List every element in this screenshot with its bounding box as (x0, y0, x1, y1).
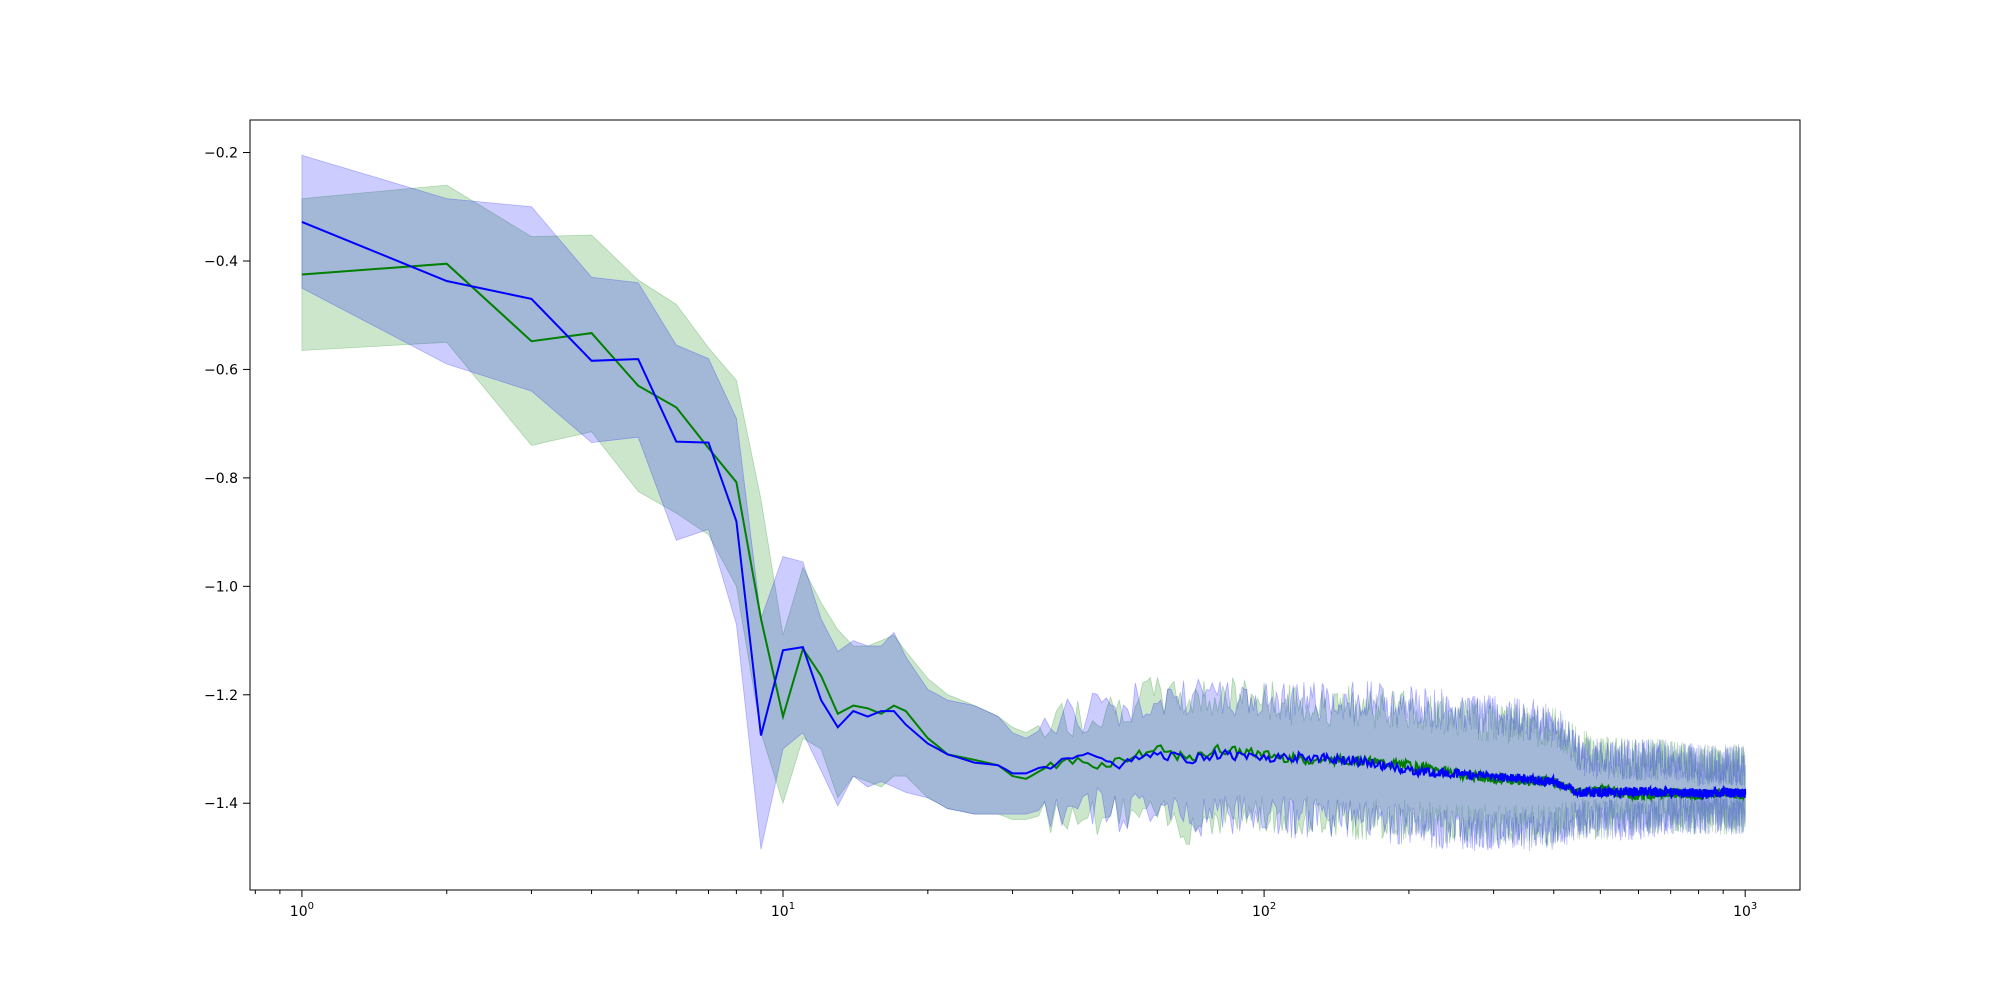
series-1-band (301, 184, 1746, 846)
x-axis-ticks: 100 101 102 103 (254, 890, 1757, 920)
series-2-band (301, 154, 1746, 852)
y-tick-label: −1.0 (204, 579, 238, 595)
x-tick-label: 103 (1733, 901, 1757, 920)
plot-frame (249, 119, 1801, 891)
series-lines (301, 220, 1747, 803)
y-tick-label: −0.2 (204, 146, 238, 162)
x-tick-label: 100 (290, 901, 314, 920)
confidence-bands (301, 154, 1746, 852)
y-tick-label: −1.4 (204, 796, 238, 812)
y-tick-label: −1.2 (204, 688, 238, 704)
series-2-line (301, 220, 1747, 801)
y-tick-label: −0.4 (204, 254, 238, 270)
x-tick-label: 102 (1252, 901, 1276, 920)
y-tick-label: −0.8 (204, 471, 238, 487)
y-axis-ticks: −0.2 −0.4 −0.6 −0.8 −1.0 −1.2 −1.4 (204, 146, 250, 812)
x-tick-label: 101 (771, 901, 795, 920)
y-tick-label: −0.6 (204, 362, 238, 378)
